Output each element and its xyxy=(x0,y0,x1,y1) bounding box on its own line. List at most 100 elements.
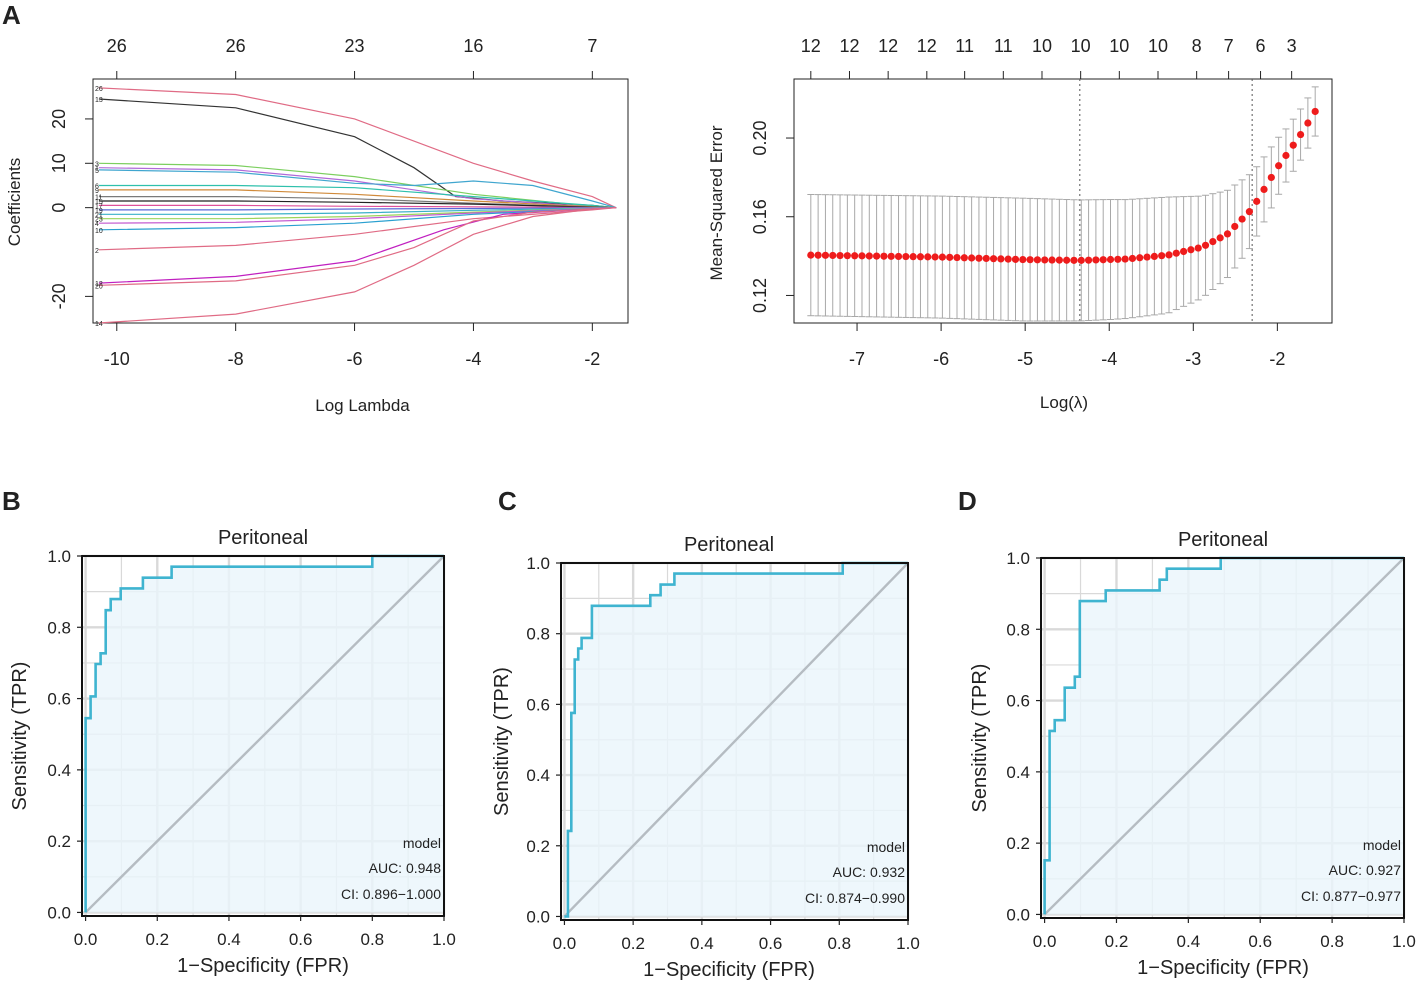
panel-label-b: B xyxy=(2,486,21,516)
plot-frame xyxy=(1040,557,1405,919)
coef-path-17 xyxy=(98,204,617,209)
y-axis-title: Sensitivity (TPR) xyxy=(969,664,991,813)
mse-point xyxy=(821,251,830,259)
mse-point xyxy=(1216,234,1224,242)
chart-title: Peritoneal xyxy=(218,527,308,549)
legend-auc: AUC: 0.932 xyxy=(833,864,906,880)
y-tick-label: 0.2 xyxy=(526,837,550,856)
y-tick-label: 0.6 xyxy=(1006,692,1030,711)
y-axis-title: Mean-Squared Error xyxy=(707,125,726,280)
legend-auc: AUC: 0.927 xyxy=(1329,862,1402,878)
coef-path-label: 13 xyxy=(95,97,103,104)
coef-path-21 xyxy=(98,207,617,215)
coef-path-5 xyxy=(98,169,617,209)
coef-path-label: 23 xyxy=(95,217,103,224)
legend-ci: CI: 0.877−0.977 xyxy=(1301,888,1401,904)
y-tick-label: 20 xyxy=(49,109,69,129)
mse-point xyxy=(1194,244,1202,252)
mse-point xyxy=(953,253,961,262)
chart-title: Peritoneal xyxy=(1178,529,1268,551)
top-axis-label: 7 xyxy=(1224,36,1234,56)
x-tick-label: 1.0 xyxy=(896,934,920,953)
y-axis-title: Sensitivity (TPR) xyxy=(491,667,513,816)
plot-frame xyxy=(81,555,445,917)
x-tick-label: 0.6 xyxy=(759,934,783,953)
mse-point xyxy=(1209,237,1217,246)
mse-point xyxy=(975,254,983,262)
coef-path-label: 11 xyxy=(95,195,102,202)
y-tick-label: 0.8 xyxy=(526,625,550,644)
mse-point xyxy=(960,254,968,262)
y-tick-label: 0.4 xyxy=(1006,763,1030,782)
x-tick-label: -10 xyxy=(104,349,130,369)
coef-path-6 xyxy=(98,184,617,209)
top-axis-label: 7 xyxy=(587,36,597,56)
mse-point xyxy=(814,251,822,259)
mse-point xyxy=(1304,119,1312,127)
mse-point xyxy=(1238,215,1246,223)
roc-chart-d: 0.00.0 0.2 0.2 0.4 0.4 0.6 0.6 0.8 0.8 1.0 1.0 Peri… xyxy=(969,529,1416,979)
x-tick-label: 0.6 xyxy=(289,930,313,949)
mse-point xyxy=(1260,185,1268,194)
coef-path-label: 3 xyxy=(95,161,99,168)
y-axis-title: Coefficients xyxy=(5,158,24,247)
mse-point xyxy=(873,252,881,260)
mse-point xyxy=(902,252,910,261)
y-tick-label: 0.0 xyxy=(526,907,550,926)
mse-point xyxy=(1158,252,1166,260)
mse-point xyxy=(1121,255,1129,263)
mse-point xyxy=(1275,162,1283,170)
mse-point xyxy=(989,255,998,263)
coef-path-2 xyxy=(98,207,617,251)
y-tick-label: 1.0 xyxy=(1006,549,1030,568)
mse-point xyxy=(1077,256,1085,264)
coef-path-19 xyxy=(98,207,617,211)
chance-diagonal xyxy=(84,555,445,914)
mse-point xyxy=(946,253,954,261)
mse-point xyxy=(1289,141,1297,149)
plot-frame xyxy=(793,78,1333,324)
x-tick-label: 1.0 xyxy=(1392,932,1416,951)
x-tick-label: 0.2 xyxy=(621,934,645,953)
mse-point xyxy=(1165,251,1173,259)
mse-point xyxy=(1070,256,1078,264)
top-axis-label: 10 xyxy=(1148,36,1168,56)
top-axis-label: 16 xyxy=(463,36,483,56)
plot-frame xyxy=(560,562,909,921)
legend-title: model xyxy=(403,835,441,851)
mse-point xyxy=(1253,197,1261,205)
x-tick-label: -7 xyxy=(849,349,865,369)
mse-point xyxy=(1282,151,1290,160)
coef-path-label: 5 xyxy=(95,168,99,175)
coef-path-label: 21 xyxy=(95,212,103,219)
mse-point xyxy=(894,252,903,261)
top-axis-label: 26 xyxy=(226,36,246,56)
x-tick-label: 0.0 xyxy=(553,934,577,953)
coef-path-label: 15 xyxy=(95,199,103,206)
mse-point xyxy=(1084,256,1093,264)
mse-point xyxy=(829,251,837,260)
panel-label-c: C xyxy=(498,486,517,516)
top-axis-label: 10 xyxy=(1032,36,1052,56)
mse-point xyxy=(807,251,815,259)
x-tick-label: 0.6 xyxy=(1248,932,1272,951)
x-tick-label: 0.0 xyxy=(1033,932,1057,951)
x-tick-label: -6 xyxy=(347,349,363,369)
roc-curve xyxy=(1043,556,1404,915)
x-tick-label: 0.4 xyxy=(217,930,241,949)
roc-chart-b: 0.00.0 0.2 0.2 0.4 0.4 0.6 0.6 0.8 0.8 1.0 1.0 Peri… xyxy=(9,527,456,977)
mse-point xyxy=(1136,254,1144,262)
mse-point xyxy=(1311,107,1319,116)
top-axis-label: 8 xyxy=(1192,36,1202,56)
mse-point xyxy=(858,252,866,260)
coef-path-label: 26 xyxy=(95,86,103,93)
mse-point xyxy=(1114,255,1122,263)
y-tick-label: 0.8 xyxy=(1006,620,1030,639)
coef-path-label: 2 xyxy=(95,248,99,255)
coef-path-label: 4 xyxy=(95,221,99,228)
x-tick-label: 0.2 xyxy=(145,930,169,949)
top-axis-label: 12 xyxy=(878,36,898,56)
coef-path-26 xyxy=(98,87,617,209)
y-tick-label: 1.0 xyxy=(47,547,71,566)
